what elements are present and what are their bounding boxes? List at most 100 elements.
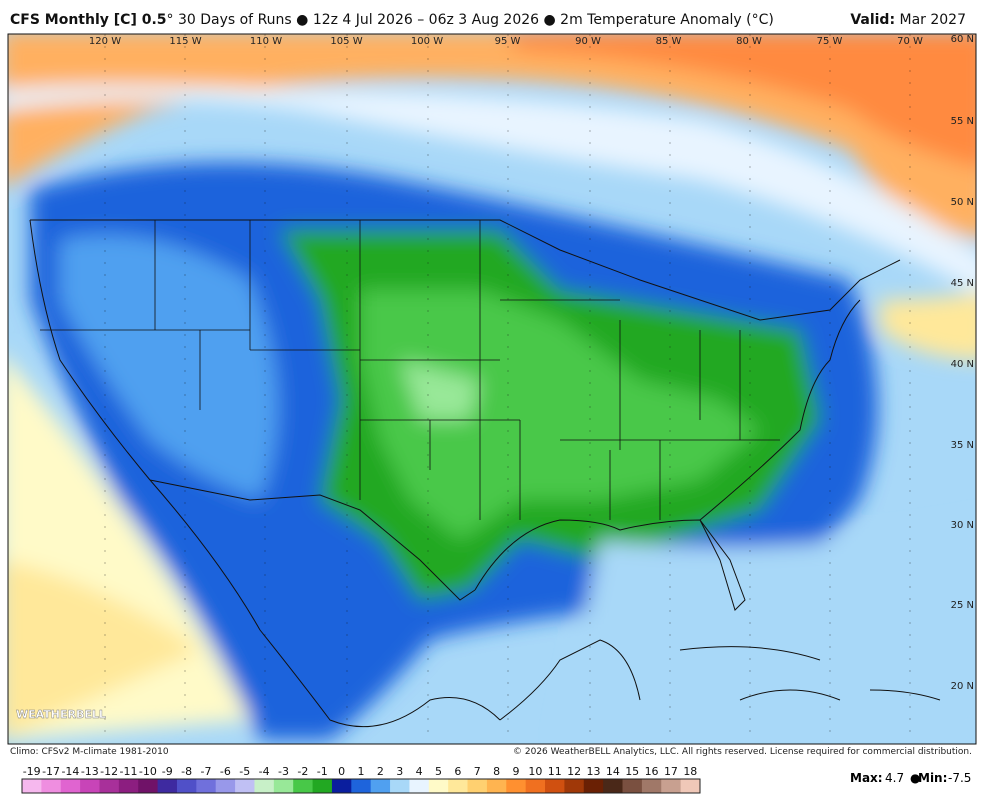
colorbar-label: 1	[358, 765, 365, 778]
colorbar-label: 9	[512, 765, 519, 778]
color-swatch	[331, 779, 352, 793]
color-swatch	[176, 779, 197, 793]
color-swatch	[448, 779, 469, 793]
lat-label: 45 N	[951, 278, 974, 289]
color-swatch	[467, 779, 488, 793]
colorbar-label: -5	[239, 765, 250, 778]
colorbar-label: -19	[23, 765, 41, 778]
colorbar-label: 11	[548, 765, 562, 778]
colorbar-label: 6	[454, 765, 461, 778]
colorbar-label: -6	[220, 765, 231, 778]
colorbar-label: 17	[664, 765, 678, 778]
boundaries	[29, 219, 941, 728]
colorbar-label: -10	[139, 765, 157, 778]
color-swatch	[525, 779, 546, 793]
color-swatch	[215, 779, 236, 793]
colorbar-label: -3	[278, 765, 289, 778]
color-swatch	[22, 779, 42, 793]
color-swatch	[428, 779, 449, 793]
colorbar-frame	[21, 778, 701, 794]
color-swatch	[390, 779, 410, 793]
color-swatch	[157, 779, 178, 793]
colorbar-label: 7	[474, 765, 481, 778]
colorbar-label: -12	[100, 765, 118, 778]
color-swatch	[409, 779, 430, 793]
lon-label: 75 W	[817, 36, 843, 47]
lat-label: 30 N	[951, 520, 974, 531]
color-swatch	[641, 779, 662, 793]
lat-label: 20 N	[951, 681, 974, 692]
color-swatch	[138, 779, 159, 793]
color-swatch	[273, 779, 294, 793]
colorbar-label: -2	[297, 765, 308, 778]
color-swatch	[486, 779, 507, 793]
colorbar-label: -17	[42, 765, 60, 778]
color-swatch	[293, 779, 314, 793]
color-swatch	[118, 779, 139, 793]
colorbar-label: 18	[683, 765, 697, 778]
colorbar-label: 0	[338, 765, 345, 778]
color-swatch	[41, 779, 62, 793]
max-value: 4.7	[885, 771, 904, 785]
lon-label: 90 W	[575, 36, 601, 47]
title-rest: ° 30 Days of Runs ● 12z 4 Jul 2026 – 06z…	[166, 12, 774, 28]
lon-label: 70 W	[897, 36, 923, 47]
colorbar-label: -14	[61, 765, 79, 778]
colorbar-label: -1	[317, 765, 328, 778]
lon-label: 80 W	[736, 36, 762, 47]
colorbar-label: 16	[645, 765, 659, 778]
copyright: © 2026 WeatherBELL Analytics, LLC. All r…	[513, 747, 972, 757]
colorbar-label: 14	[606, 765, 620, 778]
valid: Valid: Mar 2027	[850, 12, 966, 28]
colorbar-label: -8	[181, 765, 192, 778]
color-swatch	[351, 779, 372, 793]
color-swatch	[235, 779, 255, 793]
colorbar: -19 -17 -14 -13 -12 -11 -10 -9 -8 -7 -6 -5 -4 -3 -2 -1 0…	[21, 765, 701, 794]
lat-label: 60 N	[951, 34, 974, 45]
lon-label: 85 W	[656, 36, 682, 47]
colorbar-label: 3	[396, 765, 403, 778]
color-swatch	[312, 779, 333, 793]
colorbar-label: -13	[81, 765, 99, 778]
color-swatch	[196, 779, 217, 793]
color-swatch	[622, 779, 643, 793]
colorbar-label: 5	[435, 765, 442, 778]
colorbar-label: 12	[567, 765, 581, 778]
color-swatch	[680, 779, 701, 793]
colorbar-label: 2	[377, 765, 384, 778]
color-swatch	[254, 779, 275, 793]
color-swatch	[60, 779, 81, 793]
lat-label: 40 N	[951, 359, 974, 370]
color-swatch	[545, 779, 565, 793]
colorbar-label: 4	[416, 765, 423, 778]
colorbar-label: 10	[528, 765, 542, 778]
title-bold: CFS Monthly [C] 0.5	[10, 12, 167, 28]
colorbar-label: -9	[162, 765, 173, 778]
lat-label: 50 N	[951, 197, 974, 208]
sep: ●	[910, 771, 920, 785]
lat-label: 35 N	[951, 440, 974, 451]
lon-label: 100 W	[411, 36, 443, 47]
colorbar-label: -11	[120, 765, 138, 778]
valid-label: Valid:	[850, 12, 896, 28]
lon-labels: 120 W 115 W 110 W 105 W 100 W 95 W 90 W 85 W 80 …	[89, 36, 923, 47]
color-swatch	[80, 779, 100, 793]
title: CFS Monthly [C] 0.5° 30 Days of Runs ● 1…	[10, 12, 774, 28]
color-swatch	[506, 779, 527, 793]
lon-label: 95 W	[495, 36, 521, 47]
color-swatch	[603, 779, 624, 793]
color-swatch	[661, 779, 682, 793]
color-swatch	[99, 779, 120, 793]
lon-label: 105 W	[330, 36, 362, 47]
lat-label: 55 N	[951, 116, 974, 127]
lon-label: 110 W	[250, 36, 282, 47]
min-value: -7.5	[948, 771, 971, 785]
colorbar-label: 8	[493, 765, 500, 778]
valid-value: Mar 2027	[899, 12, 967, 28]
color-swatch	[370, 779, 391, 793]
max-label: Max:	[850, 771, 883, 785]
lat-label: 25 N	[951, 600, 974, 611]
map: WEATHERBELL	[8, 34, 976, 744]
climo: Climo: CFSv2 M-climate 1981-2010	[10, 747, 169, 757]
